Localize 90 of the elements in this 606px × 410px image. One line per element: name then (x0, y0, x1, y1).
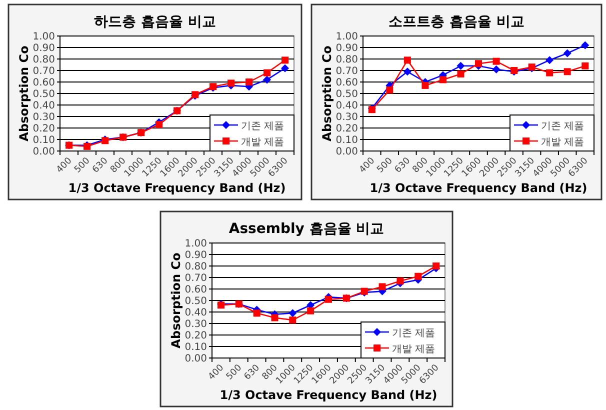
point (228, 80, 234, 87)
y-axis-title: Absorption Co (17, 46, 31, 142)
point (404, 56, 411, 64)
y-tick-label: 0.60 (32, 78, 55, 88)
point (263, 76, 271, 84)
y-tick-label: 0.30 (32, 112, 55, 123)
x-axis-title: 1/3 Octave Frequency Band (Hz) (68, 181, 286, 195)
point (581, 41, 590, 50)
x-tick-label: 630 (242, 362, 262, 382)
point (396, 277, 404, 284)
point (307, 307, 314, 314)
y-tick-label: 0.80 (184, 262, 207, 272)
point (264, 69, 270, 76)
point (432, 262, 440, 270)
y-tick-label: 0.90 (336, 43, 358, 54)
y-tick-label: 0.90 (184, 250, 207, 261)
y-tick-label: 0.70 (184, 273, 207, 284)
point (253, 310, 260, 317)
point (281, 64, 289, 72)
x-axis-title: 1/3 Octave Frequency Band (Hz) (370, 181, 588, 195)
point (546, 56, 554, 64)
point (378, 283, 386, 290)
y-tick-label: 1.00 (184, 238, 207, 250)
x-tick-label: 400 (358, 156, 378, 176)
y-tick-label: 0.80 (32, 54, 55, 66)
chart-title: Assembly 흡음율 비교 (228, 221, 384, 237)
point (563, 49, 572, 58)
y-tick-label: 0.20 (336, 124, 358, 134)
point (546, 69, 554, 76)
point (422, 82, 429, 89)
y-tick-label: 0.60 (184, 284, 207, 296)
point (246, 78, 252, 86)
y-tick-label: 0.30 (184, 319, 207, 330)
legend-label: 기존 제품 (541, 121, 584, 132)
point (457, 70, 464, 78)
legend-label: 개발 제품 (241, 137, 284, 148)
point (386, 86, 394, 94)
x-tick-label: 500 (376, 156, 395, 176)
y-tick-label: 0.40 (32, 100, 55, 112)
point (156, 121, 162, 128)
y-tick-label: 0.50 (32, 89, 55, 100)
x-tick-label: 630 (393, 156, 413, 176)
point (492, 58, 500, 65)
chart-title: 하드층 흡음율 비교 (94, 14, 216, 30)
point (289, 316, 296, 324)
y-tick-label: 0.00 (336, 146, 358, 158)
y-tick-label: 0.10 (336, 135, 358, 146)
point (475, 60, 482, 68)
y-tick-label: 0.10 (32, 135, 55, 146)
y-tick-label: 0.40 (336, 100, 358, 112)
y-tick-label: 0.50 (336, 89, 358, 100)
x-tick-label: 400 (206, 362, 226, 382)
point (492, 65, 500, 74)
x-tick-label: 500 (72, 156, 92, 176)
legend-label: 개발 제품 (392, 344, 436, 355)
y-tick-label: 0.60 (336, 78, 358, 88)
y-tick-label: 0.00 (184, 354, 207, 364)
y-tick-label: 0.40 (184, 308, 207, 318)
y-tick-label: 0.30 (336, 112, 358, 123)
y-tick-label: 0.00 (32, 146, 55, 158)
y-tick-label: 0.70 (336, 66, 358, 77)
point (414, 272, 422, 280)
x-tick-label: 500 (224, 362, 244, 382)
point (282, 56, 288, 64)
y-tick-label: 0.20 (32, 124, 55, 134)
y-tick-label: 0.80 (336, 54, 358, 66)
legend-label: 기존 제품 (241, 121, 284, 132)
point (582, 62, 589, 70)
y-tick-label: 1.00 (32, 32, 55, 42)
point (288, 309, 297, 318)
x-tick-label: 400 (54, 156, 74, 176)
legend-label: 기존 제품 (392, 328, 436, 339)
point (271, 314, 278, 322)
point (456, 62, 465, 70)
y-axis-title: Absorption Co (320, 46, 334, 142)
y-tick-label: 0.50 (184, 296, 207, 307)
point (325, 296, 332, 303)
y-tick-label: 0.20 (184, 330, 207, 342)
y-axis-title: Absorption Co (169, 252, 183, 348)
y-tick-label: 0.90 (32, 43, 55, 54)
y-tick-label: 1.00 (336, 32, 358, 42)
point (564, 68, 571, 76)
point (439, 76, 446, 84)
x-tick-label: 630 (90, 156, 110, 176)
legend-label: 개발 제품 (541, 137, 584, 148)
y-tick-label: 0.70 (32, 66, 55, 77)
y-tick-label: 0.10 (184, 342, 207, 353)
chart-title: 소프트층 흡음율 비교 (388, 14, 524, 30)
x-axis-title: 1/3 Octave Frequency Band (Hz) (220, 388, 438, 402)
point (403, 68, 412, 76)
